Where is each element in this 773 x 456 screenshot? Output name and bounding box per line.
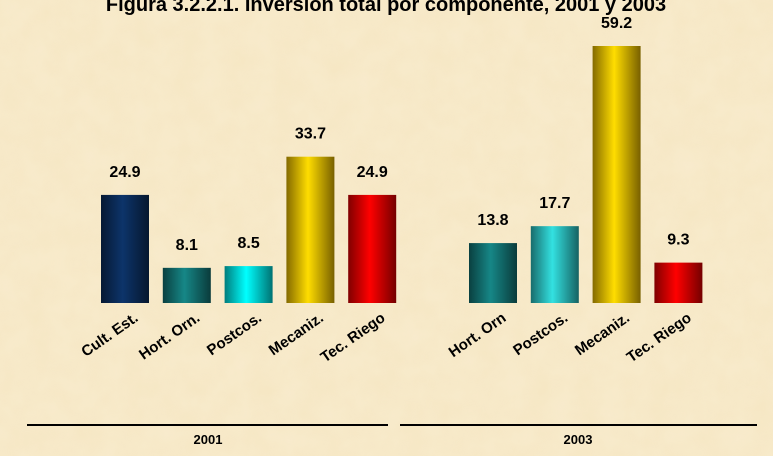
bar (162, 267, 211, 303)
bar (348, 194, 397, 303)
data-label: 13.8 (477, 212, 508, 229)
chart-title: Figura 3.2.2.1. Inversión total por comp… (106, 0, 666, 16)
bar (592, 46, 641, 303)
group-label: 2001 (194, 432, 223, 447)
data-label: 9.3 (667, 232, 689, 249)
bar (530, 226, 579, 303)
data-label: 24.9 (357, 164, 388, 181)
data-label: 33.7 (295, 126, 326, 143)
bar (286, 156, 335, 303)
data-label: 24.9 (109, 164, 140, 181)
bar (101, 194, 149, 303)
bar (469, 243, 517, 303)
data-label: 8.5 (237, 235, 259, 252)
bar (224, 266, 273, 303)
group-label: 2003 (564, 432, 593, 447)
data-label: 8.1 (176, 237, 198, 254)
bar (654, 262, 703, 303)
data-label: 17.7 (539, 195, 570, 212)
data-label: 59.2 (601, 15, 632, 32)
